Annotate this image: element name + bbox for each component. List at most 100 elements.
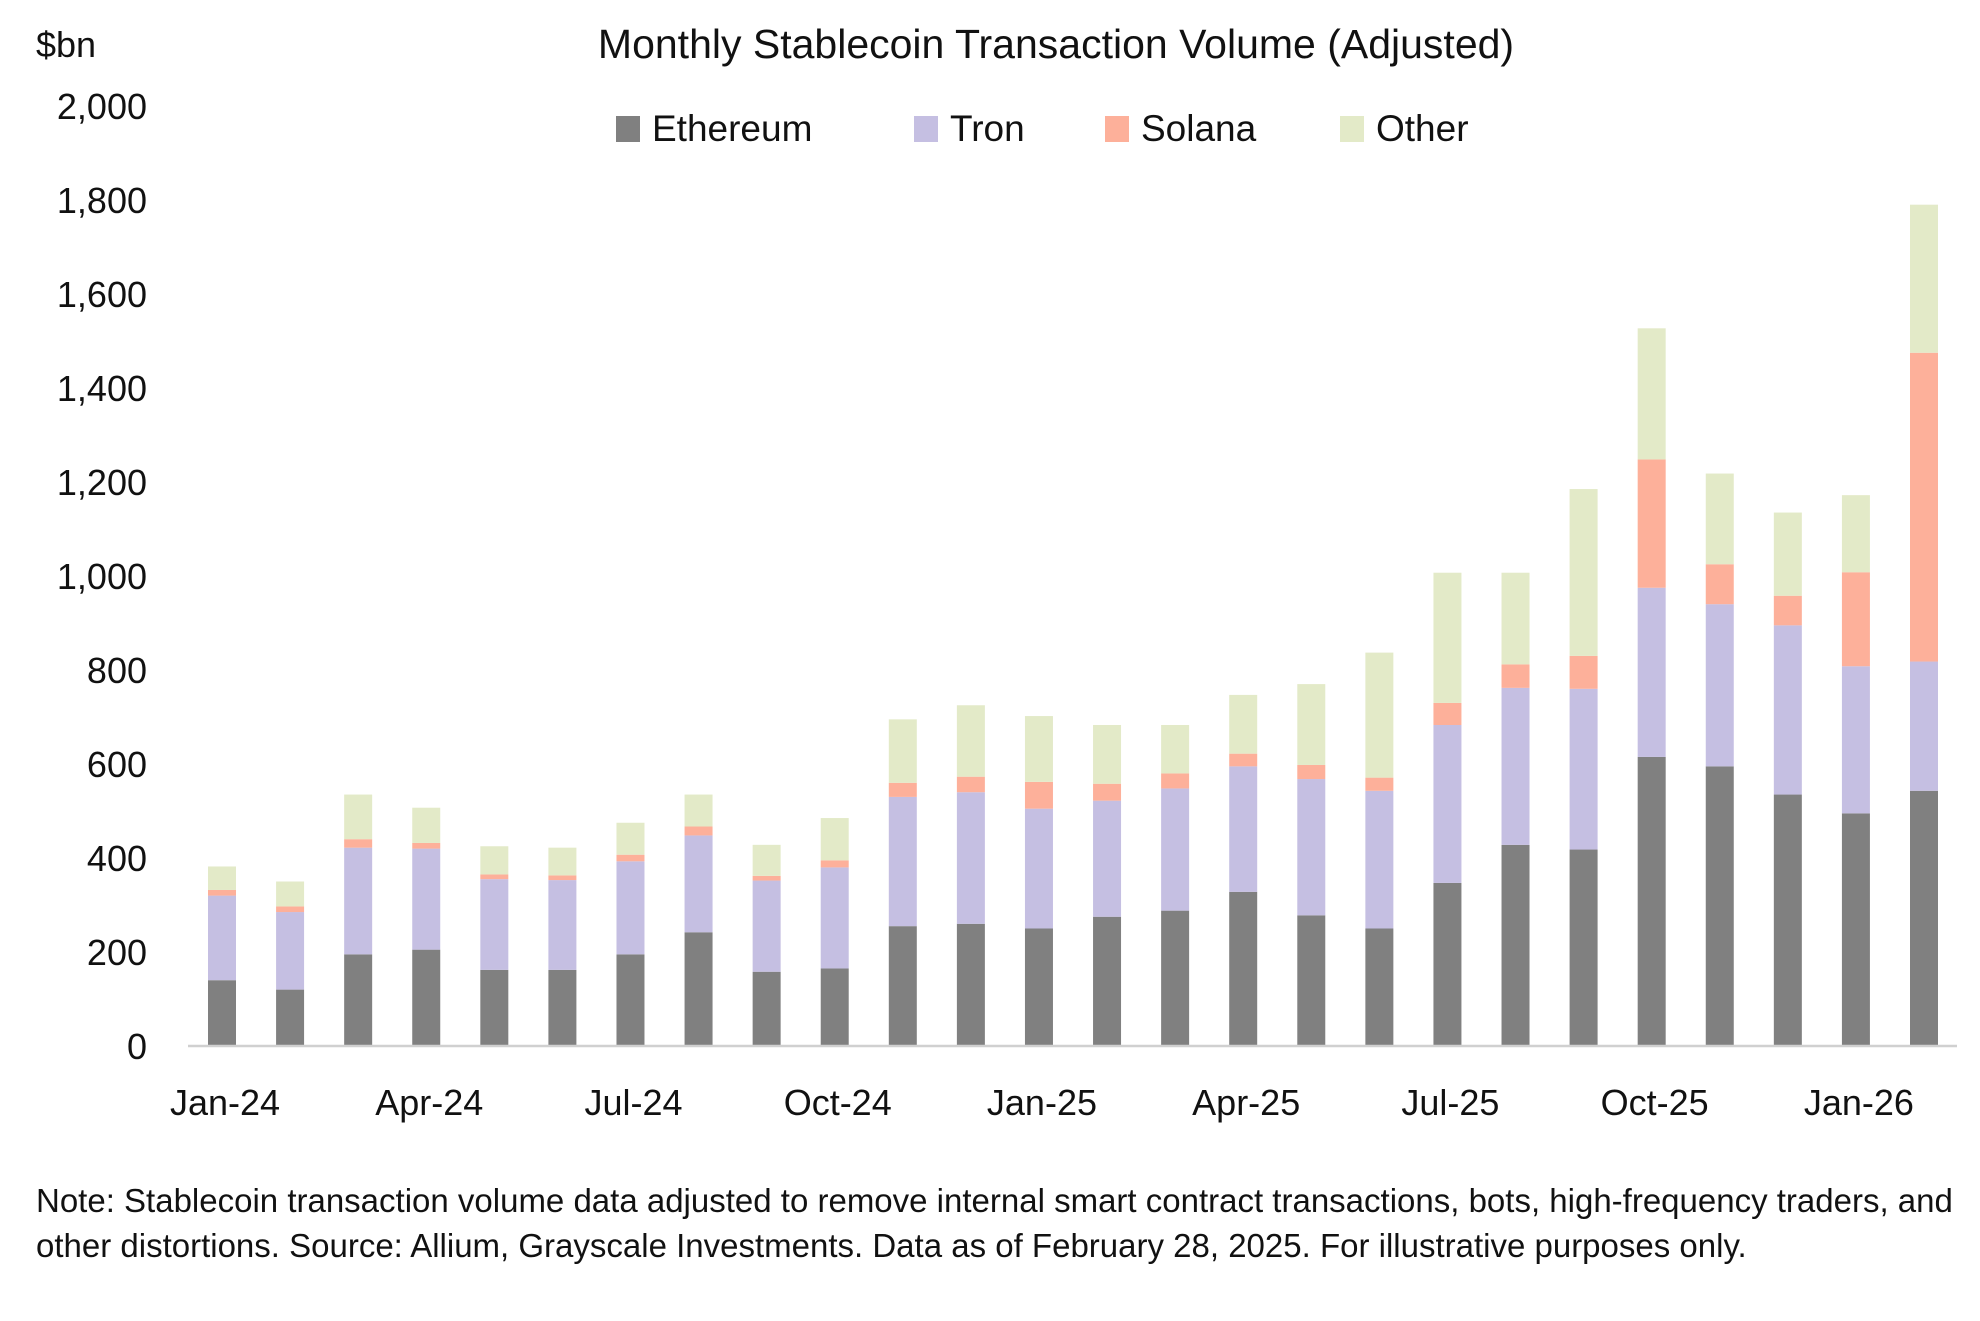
bar-segment-ethereum-Feb-24 [276, 989, 305, 1046]
bar-segment-other-Jan-24 [208, 866, 236, 890]
bar-segment-other-May-25 [1297, 684, 1326, 765]
bar-segment-ethereum-Sep-24 [752, 971, 781, 1046]
bar-segment-ethereum-Dec-24 [956, 923, 985, 1046]
y-axis: 0 200 400 600 800 1,000 1,200 1,400 1,600 1,800 2,… [57, 86, 147, 1067]
y-axis-unit-label: $bn [36, 24, 96, 65]
bar-segment-other-Mar-25 [1161, 724, 1190, 774]
bar-segment-ethereum-Nov-24 [888, 926, 917, 1046]
x-tick-label: Jul-24 [584, 1082, 682, 1123]
y-tick-label: 1,000 [57, 556, 147, 597]
legend-swatch-other [1340, 116, 1364, 142]
bar-segment-tron-Feb-26 [1910, 661, 1938, 791]
bar-segment-solana-Oct-24 [820, 860, 849, 868]
bar-segment-tron-Mar-24 [344, 847, 373, 955]
bar-segment-ethereum-Mar-24 [344, 954, 373, 1046]
bar-segment-ethereum-Apr-25 [1229, 891, 1258, 1046]
bar-segment-solana-Feb-24 [276, 906, 305, 913]
bar-segment-ethereum-Oct-25 [1637, 756, 1666, 1046]
bar-segment-tron-Sep-24 [752, 880, 781, 972]
bar-segment-solana-Jan-26 [1841, 572, 1870, 667]
bar-segment-ethereum-Jun-25 [1365, 928, 1394, 1046]
bar-segment-solana-Apr-25 [1229, 753, 1258, 767]
bar-segment-ethereum-Feb-26 [1910, 790, 1938, 1046]
bar-segment-tron-Jan-24 [208, 895, 236, 981]
bar-segment-other-Dec-24 [956, 705, 985, 777]
bar-segment-other-Aug-24 [684, 794, 713, 827]
bar-segment-solana-Nov-24 [888, 782, 917, 797]
bar-segment-other-Feb-24 [276, 881, 305, 907]
bar-segment-tron-Jun-25 [1365, 790, 1394, 929]
bar-segment-tron-Apr-24 [412, 848, 441, 950]
bar-segment-tron-Jul-24 [616, 861, 645, 955]
x-tick-label: Jan-24 [170, 1082, 280, 1123]
bar-segment-solana-Apr-24 [412, 842, 441, 849]
bar-segment-other-Jan-25 [1024, 716, 1053, 782]
bar-segment-other-Nov-25 [1705, 473, 1734, 565]
bar-segment-other-Jun-24 [548, 847, 577, 876]
x-axis: Jan-24 Apr-24 Jul-24 Oct-24 Jan-25 Apr-25 Jul-… [170, 1082, 1914, 1123]
y-tick-label: 1,400 [57, 368, 147, 409]
y-tick-label: 800 [87, 650, 147, 691]
bar-segment-other-Aug-25 [1501, 572, 1530, 665]
legend: Ethereum Tron Solana Other [616, 108, 1469, 149]
legend-swatch-ethereum [616, 116, 640, 142]
bar-segment-ethereum-Aug-24 [684, 932, 713, 1046]
bar-segment-other-Jun-25 [1365, 652, 1394, 778]
bar-segment-tron-Sep-25 [1569, 688, 1598, 850]
legend-swatch-solana [1105, 116, 1129, 142]
x-tick-label: Jan-25 [987, 1082, 1097, 1123]
bar-segment-solana-Nov-25 [1705, 564, 1734, 605]
bar-segment-ethereum-Apr-24 [412, 949, 441, 1046]
bar-segment-solana-Mar-24 [344, 839, 373, 848]
bar-segment-ethereum-Oct-24 [820, 968, 849, 1046]
bar-segment-ethereum-May-25 [1297, 915, 1326, 1046]
chart-title: Monthly Stablecoin Transaction Volume (A… [598, 21, 1514, 67]
x-tick-label: Apr-24 [375, 1082, 483, 1123]
bar-segment-solana-Jun-24 [548, 875, 577, 881]
x-tick-label: Oct-24 [784, 1082, 892, 1123]
x-tick-label: Oct-25 [1601, 1082, 1709, 1123]
bar-segment-ethereum-Jan-24 [208, 980, 236, 1046]
bar-segment-other-Jul-25 [1433, 572, 1462, 703]
bar-segment-solana-Jan-24 [208, 889, 236, 896]
bar-segment-other-Jan-26 [1841, 495, 1870, 573]
bar-segment-tron-Oct-24 [820, 867, 849, 969]
y-tick-label: 600 [87, 744, 147, 785]
bar-segment-solana-Oct-25 [1637, 459, 1666, 588]
bar-segment-other-Sep-24 [752, 844, 781, 876]
bar-segment-ethereum-Nov-25 [1705, 766, 1734, 1046]
legend-swatch-tron [914, 116, 938, 142]
bar-segment-tron-Jul-25 [1433, 724, 1462, 883]
bar-segment-tron-May-25 [1297, 779, 1326, 916]
bar-segment-ethereum-Jan-26 [1841, 813, 1870, 1046]
bar-segment-ethereum-Mar-25 [1161, 910, 1190, 1046]
bar-segment-tron-Dec-25 [1773, 625, 1802, 795]
bar-segment-solana-Sep-25 [1569, 655, 1598, 689]
bar-segment-solana-Sep-24 [752, 875, 781, 881]
x-tick-label: Jul-25 [1401, 1082, 1499, 1123]
bar-segment-other-Oct-24 [820, 818, 849, 861]
bar-segment-solana-Jan-25 [1024, 781, 1053, 809]
bar-segment-tron-Jan-26 [1841, 666, 1870, 814]
bar-segment-ethereum-Jul-24 [616, 954, 645, 1046]
bar-segment-solana-Dec-24 [956, 776, 985, 793]
y-tick-label: 0 [127, 1026, 147, 1067]
bar-segment-tron-Nov-24 [888, 796, 917, 927]
y-tick-label: 400 [87, 838, 147, 879]
bar-segment-tron-Oct-25 [1637, 587, 1666, 757]
y-tick-label: 1,800 [57, 180, 147, 221]
footnote: Note: Stablecoin transaction volume data… [36, 1182, 1953, 1264]
bar-segment-tron-Nov-25 [1705, 604, 1734, 767]
bar-segment-ethereum-Jul-25 [1433, 882, 1462, 1046]
bar-segment-other-Sep-25 [1569, 489, 1598, 656]
bar-segment-solana-Dec-25 [1773, 595, 1802, 626]
bar-segment-tron-Jan-25 [1024, 808, 1053, 929]
bar-segment-other-May-24 [480, 846, 509, 875]
y-tick-label: 1,600 [57, 274, 147, 315]
bar-segment-tron-Dec-24 [956, 792, 985, 924]
bar-segment-solana-Feb-25 [1093, 783, 1122, 801]
bar-segment-other-Dec-25 [1773, 512, 1802, 596]
y-tick-label: 2,000 [57, 86, 147, 127]
bar-segment-tron-Mar-25 [1161, 788, 1190, 911]
